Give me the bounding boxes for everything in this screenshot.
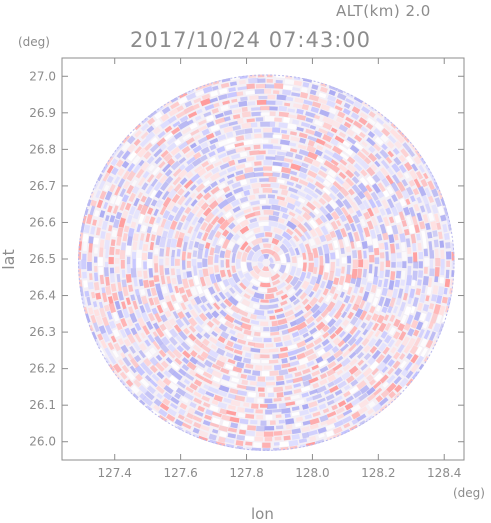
y-tick-label: 26.3 [29, 325, 56, 339]
x-tick-label: 127.6 [163, 466, 197, 480]
y-tick-label: 26.1 [29, 398, 56, 412]
y-tick-label: 26.7 [29, 179, 56, 193]
y-tick-label: 26.4 [29, 289, 56, 303]
y-tick-label: 27.0 [29, 69, 56, 83]
x-tick-label: 128.4 [427, 466, 461, 480]
x-tick-label: 128.0 [295, 466, 329, 480]
x-axis-ticks: 127.4 127.6 127.8 128.0 128.2 128.4 [98, 58, 461, 480]
x-tick-label: 128.2 [361, 466, 395, 480]
altitude-label: ALT(km) 2.0 [336, 2, 431, 20]
x-tick-label: 127.8 [229, 466, 263, 480]
y-tick-label: 26.0 [29, 435, 56, 449]
y-tick-label: 26.8 [29, 142, 56, 156]
y-tick-label: 26.2 [29, 362, 56, 376]
x-axis-label: lon [251, 505, 274, 523]
x-axis-unit: (deg) [453, 486, 485, 500]
x-tick-label: 127.4 [98, 466, 132, 480]
radar-field [78, 74, 455, 451]
y-tick-label: 26.9 [29, 106, 56, 120]
y-axis-ticks: 26.0 26.1 26.2 26.3 26.4 26.5 26.6 26.7 26.8 26.9… [29, 69, 464, 449]
y-axis-unit: (deg) [18, 35, 50, 49]
y-tick-label: 26.6 [29, 215, 56, 229]
timestamp-title: 2017/10/24 07:43:00 [130, 28, 372, 52]
y-tick-label: 26.5 [29, 252, 56, 266]
